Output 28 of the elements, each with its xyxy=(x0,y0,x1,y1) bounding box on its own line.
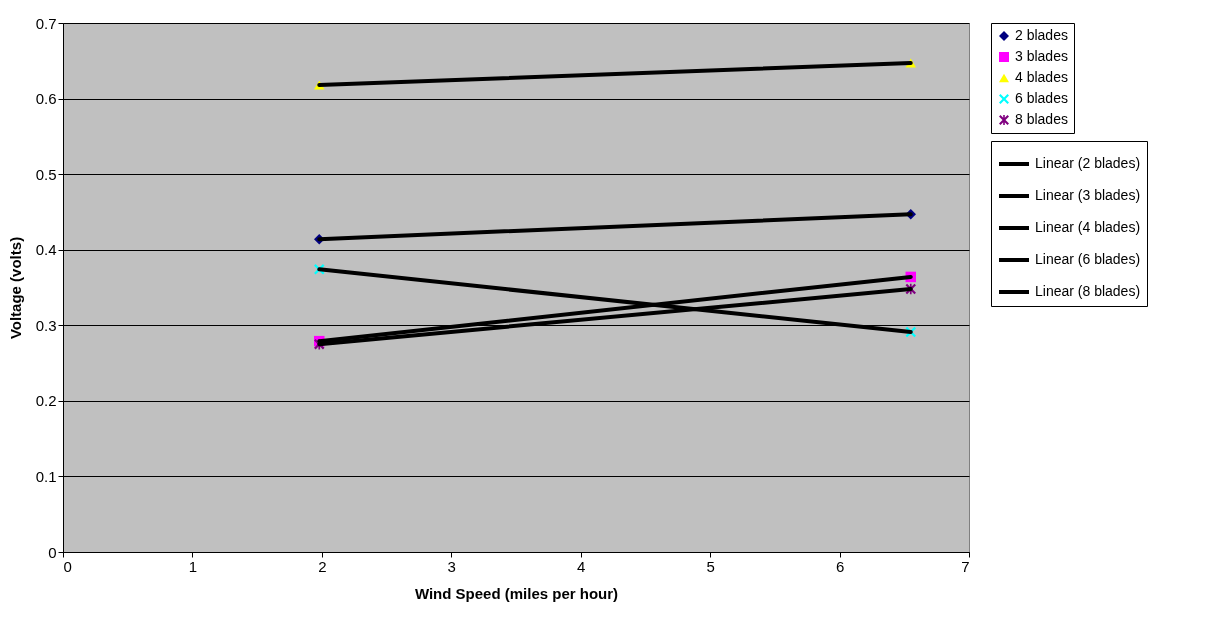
x-tick-label: 3 xyxy=(447,557,456,575)
legend-label: 8 blades xyxy=(1015,111,1068,127)
legend-label: Linear (4 blades) xyxy=(1035,219,1141,235)
y-tick-label: 0.7 xyxy=(35,14,57,32)
legend-label: 6 blades xyxy=(1015,90,1068,106)
x-axis-title: Wind Speed (miles per hour) xyxy=(414,584,619,602)
x-tick-label: 4 xyxy=(577,557,586,575)
y-tick-label: 0.5 xyxy=(35,165,57,183)
y-tick-label: 0 xyxy=(48,543,57,561)
x-tick-label: 7 xyxy=(961,557,970,575)
y-tick-label: 0.6 xyxy=(35,90,57,108)
x-tick-label: 1 xyxy=(188,557,198,575)
y-tick-label: 0.1 xyxy=(35,467,57,485)
x-tick-label: 0 xyxy=(63,557,72,575)
legend-label: Linear (2 blades) xyxy=(1035,155,1141,171)
y-axis-title: Voltage (volts) xyxy=(6,236,24,340)
legend-label: 4 blades xyxy=(1015,69,1068,85)
y-tick-label: 0.4 xyxy=(35,241,57,259)
legend-label: Linear (3 blades) xyxy=(1035,187,1141,203)
x-tick-label: 2 xyxy=(318,557,327,575)
y-tick-label: 0.3 xyxy=(35,316,57,334)
legend-label: Linear (6 blades) xyxy=(1035,251,1141,267)
legend-label: 2 blades xyxy=(1015,27,1068,43)
legend-label: Linear (8 blades) xyxy=(1035,283,1141,299)
y-tick-label: 0.2 xyxy=(35,392,57,410)
legend-label: 3 blades xyxy=(1015,48,1068,64)
x-tick-label: 5 xyxy=(706,557,715,575)
x-tick-label: 6 xyxy=(835,557,845,575)
